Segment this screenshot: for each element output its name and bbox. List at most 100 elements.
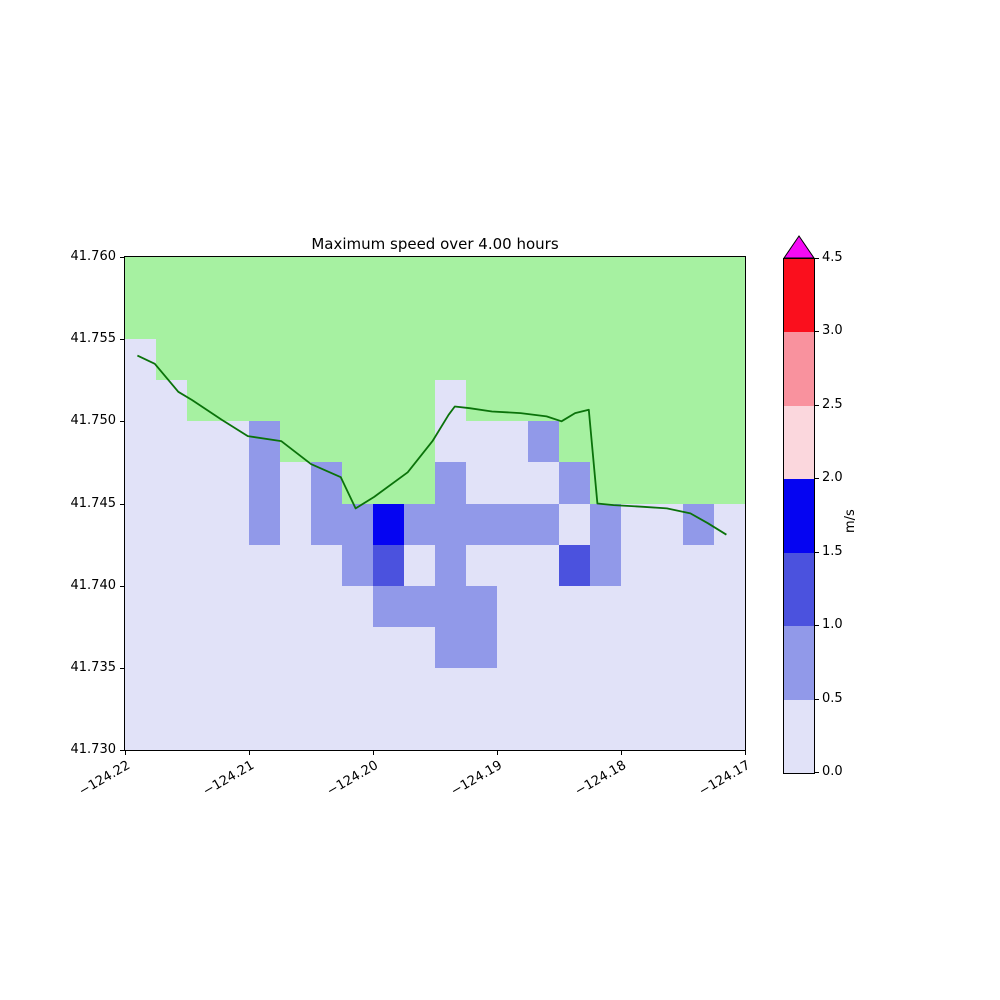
colorbar-tick-mark xyxy=(815,699,819,700)
land-cell xyxy=(497,257,528,298)
land-cell xyxy=(714,257,745,298)
speed-cell xyxy=(249,504,280,545)
land-cell xyxy=(714,380,745,421)
land-cell xyxy=(373,257,404,298)
speed-cell xyxy=(156,545,187,586)
land-cell xyxy=(373,298,404,339)
y-tick-label: 41.760 xyxy=(70,249,117,264)
colorbar-tick-label: 3.0 xyxy=(822,323,843,338)
land-cell xyxy=(187,339,218,380)
speed-cell xyxy=(528,668,559,709)
speed-cell xyxy=(342,627,373,668)
land-cell xyxy=(156,298,187,339)
land-cell xyxy=(652,257,683,298)
speed-cell xyxy=(249,627,280,668)
speed-cell xyxy=(156,586,187,627)
colorbar-tick-mark xyxy=(815,625,819,626)
land-cell xyxy=(652,421,683,462)
colorbar-band xyxy=(784,332,814,406)
speed-cell xyxy=(528,421,559,462)
speed-cell xyxy=(342,668,373,709)
speed-cell xyxy=(311,545,342,586)
speed-cell xyxy=(466,462,497,504)
land-cell xyxy=(652,298,683,339)
colorbar-tick-label: 2.0 xyxy=(822,470,843,485)
speed-cell xyxy=(497,586,528,627)
speed-cell xyxy=(218,627,249,668)
speed-cell xyxy=(621,545,652,586)
land-cell xyxy=(559,339,590,380)
speed-cell xyxy=(125,586,156,627)
speed-cell xyxy=(590,545,621,586)
y-tick-mark xyxy=(120,668,124,669)
land-cell xyxy=(435,257,466,298)
speed-cell xyxy=(466,709,497,750)
land-cell xyxy=(528,298,559,339)
land-cell xyxy=(435,298,466,339)
speed-cell xyxy=(621,504,652,545)
land-cell xyxy=(404,462,435,504)
speed-cell xyxy=(125,668,156,709)
speed-cell xyxy=(559,545,590,586)
speed-cell xyxy=(125,709,156,750)
colorbar-band xyxy=(784,700,814,773)
speed-cell xyxy=(280,709,311,750)
speed-cell xyxy=(683,545,714,586)
colorbar-tick-mark xyxy=(815,552,819,553)
land-cell xyxy=(652,462,683,504)
land-cell xyxy=(466,298,497,339)
speed-cell xyxy=(373,668,404,709)
coastline xyxy=(137,354,727,536)
speed-cell xyxy=(156,380,187,421)
speed-cell xyxy=(528,504,559,545)
land-cell xyxy=(590,421,621,462)
speed-cell xyxy=(218,462,249,504)
y-tick-mark xyxy=(120,339,124,340)
land-cell xyxy=(373,380,404,421)
land-cell xyxy=(404,298,435,339)
land-cell xyxy=(528,257,559,298)
land-cell xyxy=(342,257,373,298)
land-cell xyxy=(342,421,373,462)
land-cell xyxy=(404,380,435,421)
speed-cell xyxy=(559,586,590,627)
land-cell xyxy=(311,339,342,380)
speed-cell xyxy=(156,627,187,668)
speed-cell xyxy=(466,586,497,627)
land-cell xyxy=(187,257,218,298)
land-cell xyxy=(404,257,435,298)
speed-cell xyxy=(125,421,156,462)
over-triangle-icon xyxy=(783,235,815,259)
land-cell xyxy=(218,298,249,339)
speed-cell xyxy=(559,709,590,750)
land-cell xyxy=(714,462,745,504)
speed-cell xyxy=(342,504,373,545)
speed-cell xyxy=(559,668,590,709)
speed-cell xyxy=(652,586,683,627)
speed-cell xyxy=(404,545,435,586)
speed-cell xyxy=(187,421,218,462)
land-cell xyxy=(249,257,280,298)
land-cell xyxy=(342,380,373,421)
land-cell xyxy=(590,257,621,298)
speed-cell xyxy=(249,668,280,709)
land-cell xyxy=(218,380,249,421)
speed-cell xyxy=(590,586,621,627)
y-tick-label: 41.745 xyxy=(70,496,117,511)
speed-cell xyxy=(125,380,156,421)
land-cell xyxy=(311,421,342,462)
speed-cell xyxy=(652,709,683,750)
speed-cell xyxy=(528,545,559,586)
speed-cell xyxy=(280,545,311,586)
land-cell xyxy=(280,380,311,421)
speed-cell xyxy=(466,545,497,586)
plot-area xyxy=(125,257,745,750)
speed-cell xyxy=(497,627,528,668)
y-tick-label: 41.730 xyxy=(70,742,117,757)
land-cell xyxy=(652,380,683,421)
land-cell xyxy=(125,257,156,298)
land-cell xyxy=(342,339,373,380)
land-cell xyxy=(218,339,249,380)
land-cell xyxy=(311,298,342,339)
